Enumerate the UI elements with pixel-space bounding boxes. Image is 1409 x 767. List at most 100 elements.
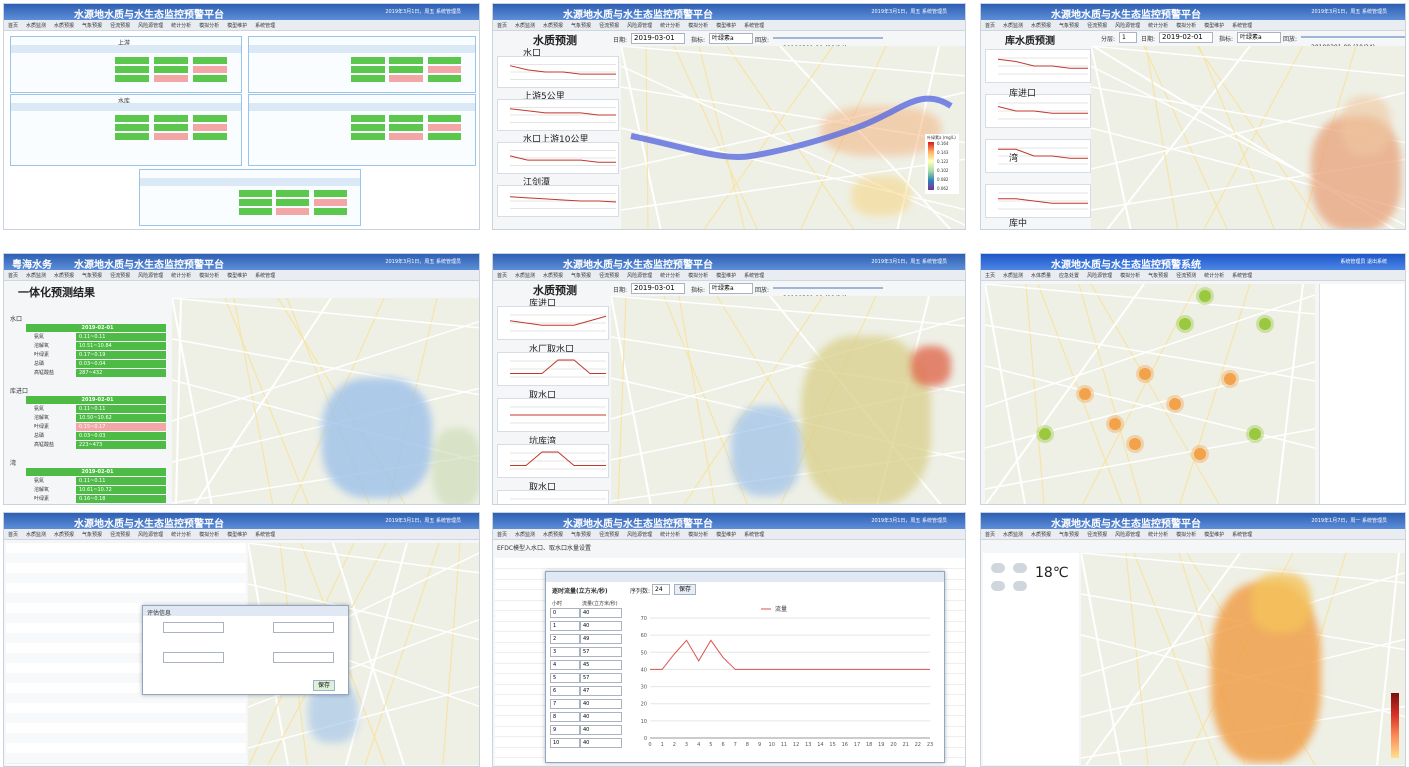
- nav-item[interactable]: 模型维护: [227, 273, 248, 279]
- nav-item[interactable]: 径流预报: [110, 23, 131, 29]
- nav-item[interactable]: 径流预报: [599, 23, 620, 29]
- nav-item[interactable]: 风险源管理: [627, 273, 653, 279]
- nav-item[interactable]: 气象预报: [82, 273, 103, 279]
- row-value: 0.16~0.18: [76, 495, 166, 503]
- nav-item[interactable]: 气象预报: [82, 23, 103, 29]
- nav-item[interactable]: 气象预报: [1059, 23, 1080, 29]
- nav-item[interactable]: 风险源管理: [627, 23, 653, 29]
- nav-item[interactable]: 首页: [8, 532, 19, 538]
- nav-item[interactable]: 水体质量: [1031, 273, 1052, 279]
- nav-item[interactable]: 径流预报: [110, 532, 131, 538]
- nav-item[interactable]: 风险源管理: [627, 532, 653, 538]
- nav-item[interactable]: 气象预报: [571, 532, 592, 538]
- nav-item[interactable]: 首页: [8, 273, 19, 279]
- nav-item[interactable]: 风险源管理: [138, 532, 164, 538]
- nav-item[interactable]: 风险源管理: [1115, 532, 1141, 538]
- nav-item[interactable]: 水质监测: [26, 532, 47, 538]
- nav-item[interactable]: 水质预报: [54, 23, 75, 29]
- nav-item[interactable]: 模拟分析: [688, 532, 709, 538]
- nav-item[interactable]: 系统管理: [744, 532, 765, 538]
- nav-item[interactable]: 模型维护: [716, 273, 737, 279]
- nav-item[interactable]: 统计分析: [1148, 532, 1169, 538]
- nav-item[interactable]: 径流预报: [1087, 532, 1108, 538]
- nav-item[interactable]: 系统管理: [1232, 273, 1253, 279]
- nav-item[interactable]: 统计分析: [660, 273, 681, 279]
- nav-item[interactable]: 系统管理: [255, 273, 276, 279]
- nav-item[interactable]: 应急处置: [1059, 273, 1080, 279]
- app-title: 水源地水质与水生态监控预警平台: [74, 10, 224, 21]
- table-row: [495, 558, 965, 569]
- nav-item[interactable]: 模型维护: [1204, 23, 1225, 29]
- nav-item[interactable]: 统计分析: [171, 532, 192, 538]
- nav-item[interactable]: 模型维护: [227, 23, 248, 29]
- nav-item[interactable]: 气象预报: [1059, 532, 1080, 538]
- row-label: 总磷: [34, 361, 45, 367]
- nav-item[interactable]: 系统管理: [255, 532, 276, 538]
- nav-item[interactable]: 系统管理: [1232, 532, 1253, 538]
- nav-item[interactable]: 首页: [497, 23, 508, 29]
- nav-item[interactable]: 风险源管理: [138, 273, 164, 279]
- nav-item[interactable]: 首页: [497, 273, 508, 279]
- nav-item[interactable]: 水质预报: [543, 273, 564, 279]
- nav-item[interactable]: 首页: [497, 532, 508, 538]
- nav-item[interactable]: 模型维护: [716, 532, 737, 538]
- road: [1078, 284, 1142, 504]
- nav-item[interactable]: 水质预报: [54, 273, 75, 279]
- mini-chart: [497, 444, 609, 478]
- nav-item[interactable]: 统计分析: [171, 273, 192, 279]
- nav-item[interactable]: 主页: [985, 273, 996, 279]
- nav-item[interactable]: 水质监测: [515, 23, 536, 29]
- nav-item[interactable]: 径流预报: [599, 532, 620, 538]
- panel-reservoir-forecast: 水源地水质与水生态监控预警平台 2019年3月1日，周五 系统管理员 首页 水质监测 水…: [980, 3, 1406, 230]
- nav-item[interactable]: 模拟分析: [199, 23, 220, 29]
- nav-item[interactable]: 统计分析: [171, 23, 192, 29]
- nav-item[interactable]: 模拟分析: [688, 273, 709, 279]
- nav-item[interactable]: 水质预报: [1031, 532, 1052, 538]
- nav-item[interactable]: 水质监测: [1003, 23, 1024, 29]
- nav-item[interactable]: 水质预报: [543, 23, 564, 29]
- nav-item[interactable]: 系统管理: [1232, 23, 1253, 29]
- nav-item[interactable]: 径流预报: [1087, 23, 1108, 29]
- save-button[interactable]: 保存: [674, 584, 697, 595]
- nav-item[interactable]: 气象预报: [571, 273, 592, 279]
- nav-item[interactable]: 模型维护: [1204, 532, 1225, 538]
- nav-item[interactable]: 系统管理: [255, 23, 276, 29]
- nav-item[interactable]: 统计分析: [660, 23, 681, 29]
- nav-item[interactable]: 水质监测: [515, 273, 536, 279]
- nav-item[interactable]: 径流预测: [1176, 273, 1197, 279]
- nav-item[interactable]: 首页: [985, 23, 996, 29]
- nav-item[interactable]: 风险源管理: [138, 23, 164, 29]
- nav-item[interactable]: 系统管理: [744, 273, 765, 279]
- save-button[interactable]: 保存: [313, 680, 336, 691]
- nav-item[interactable]: 系统管理: [744, 23, 765, 29]
- nav-item[interactable]: 首页: [985, 532, 996, 538]
- nav-item[interactable]: 水质监测: [26, 23, 47, 29]
- nav-item[interactable]: 水质监测: [1003, 273, 1024, 279]
- row-label: 氨氮: [34, 334, 45, 340]
- nav-item[interactable]: 首页: [8, 23, 19, 29]
- nav-item[interactable]: 模拟分析: [688, 23, 709, 29]
- nav-item[interactable]: 水质监测: [515, 532, 536, 538]
- nav-item[interactable]: 模拟分析: [199, 273, 220, 279]
- nav-item[interactable]: 水质监测: [1003, 532, 1024, 538]
- nav-item[interactable]: 水质预报: [543, 532, 564, 538]
- nav-item[interactable]: 模拟分析: [199, 532, 220, 538]
- nav-item[interactable]: 模拟分析: [1120, 273, 1141, 279]
- nav-item[interactable]: 风险源管理: [1087, 273, 1113, 279]
- nav-item[interactable]: 径流预报: [599, 273, 620, 279]
- nav-item[interactable]: 气象预报: [1148, 273, 1169, 279]
- nav-item[interactable]: 径流预报: [110, 273, 131, 279]
- nav-item[interactable]: 气象预报: [571, 23, 592, 29]
- nav-item[interactable]: 统计分析: [1204, 273, 1225, 279]
- nav-item[interactable]: 气象预报: [82, 532, 103, 538]
- nav-item[interactable]: 统计分析: [660, 532, 681, 538]
- nav-item[interactable]: 统计分析: [1148, 23, 1169, 29]
- nav-item[interactable]: 水质监测: [26, 273, 47, 279]
- nav-item[interactable]: 风险源管理: [1115, 23, 1141, 29]
- nav-item[interactable]: 模型维护: [716, 23, 737, 29]
- nav-item[interactable]: 模拟分析: [1176, 532, 1197, 538]
- nav-item[interactable]: 水质预报: [54, 532, 75, 538]
- nav-item[interactable]: 水质预报: [1031, 23, 1052, 29]
- nav-item[interactable]: 模型维护: [227, 532, 248, 538]
- nav-item[interactable]: 模拟分析: [1176, 23, 1197, 29]
